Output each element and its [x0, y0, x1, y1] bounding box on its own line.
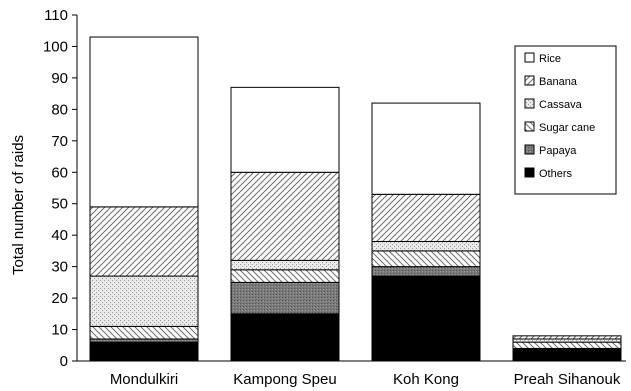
legend-label: Others [539, 168, 573, 180]
bar-segment-rice [89, 36, 199, 208]
bar-segment-cassava [371, 240, 481, 252]
y-tick-label: 50 [51, 196, 68, 213]
bar-segment-cassava [230, 259, 340, 271]
legend-swatch [524, 144, 535, 155]
y-tick-label: 40 [51, 227, 68, 244]
y-tick-label: 110 [44, 7, 68, 24]
bar-segment-sugar-cane [230, 269, 340, 283]
y-tick-label: 80 [51, 101, 68, 118]
y-tick-label: 100 [43, 38, 68, 55]
x-category-label: Mondulkiri [110, 371, 178, 388]
bar-segment-sugar-cane [89, 325, 199, 340]
y-tick-label: 0 [60, 353, 68, 370]
bar-segment-others [230, 313, 340, 362]
y-tick-label: 20 [51, 290, 68, 307]
legend-label: Papaya [539, 145, 577, 157]
x-category-label: Kampong Speu [233, 371, 336, 388]
bar-segment-cassava [89, 275, 199, 327]
legend-label: Banana [539, 76, 578, 88]
legend-swatch [524, 98, 535, 109]
legend-swatch [524, 75, 535, 86]
legend-label: Sugar cane [539, 122, 595, 134]
bar-segment-rice [230, 86, 340, 173]
legend-swatch [524, 52, 535, 63]
y-tick-label: 30 [51, 259, 68, 276]
bar-segment-others [512, 347, 622, 362]
bar-segment-rice [371, 102, 481, 195]
y-tick-label: 70 [51, 133, 68, 150]
x-category-label: Preah Sihanouk [514, 371, 621, 388]
y-tick-label: 10 [51, 322, 68, 339]
bar-segment-sugar-cane [371, 250, 481, 268]
bar-segment-others [371, 275, 481, 362]
x-category-label: Koh Kong [393, 371, 459, 388]
legend-swatch [524, 167, 535, 178]
bar-segment-banana [89, 206, 199, 277]
legend-swatch [524, 121, 535, 132]
y-axis-title: Total number of raids [10, 135, 27, 275]
bar-segment-banana [512, 335, 622, 340]
legend-label: Rice [539, 53, 561, 65]
x-axis-labels: Mondulkiri Kampong Speu Koh Kong Preah Siha… [110, 371, 621, 388]
bar-segment-banana [230, 171, 340, 261]
bar-segment-papaya [371, 266, 481, 277]
bar-segment-papaya [230, 281, 340, 315]
bar-segment-sugar-cane [512, 341, 622, 349]
legend: Rice Banana Cassava Sugar cane Papaya Others [514, 45, 617, 195]
legend-label: Cassava [539, 99, 583, 111]
y-tick-label: 60 [51, 164, 68, 181]
y-tick-label: 90 [51, 70, 68, 87]
bar-segment-others [89, 341, 199, 362]
bar-segment-banana [371, 193, 481, 242]
bars [89, 36, 622, 362]
